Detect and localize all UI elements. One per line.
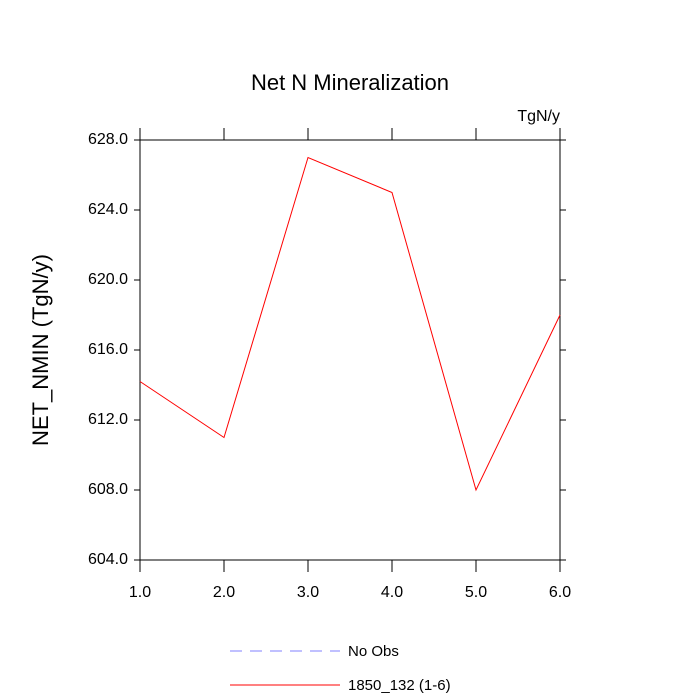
x-tick-label: 4.0 (381, 584, 403, 601)
x-tick-label: 1.0 (129, 584, 151, 601)
y-tick-label: 620.0 (88, 271, 128, 288)
plot-frame (139, 139, 561, 561)
legend-label: No Obs (348, 643, 399, 660)
x-tick-label: 2.0 (213, 584, 235, 601)
y-tick-label: 616.0 (88, 341, 128, 358)
x-tick-label: 3.0 (297, 584, 319, 601)
units-label: TgN/y (517, 108, 560, 125)
y-tick-label: 628.0 (88, 131, 128, 148)
y-tick-label: 624.0 (88, 201, 128, 218)
chart-title: Net N Mineralization (251, 70, 449, 95)
y-tick-label: 612.0 (88, 411, 128, 428)
y-tick-label: 604.0 (88, 551, 128, 568)
x-tick-label: 6.0 (549, 584, 571, 601)
series-line (139, 156, 561, 492)
y-axis-label: NET_NMIN (TgN/y) (28, 254, 53, 446)
legend-label: 1850_132 (1-6) (348, 677, 451, 694)
x-tick-label: 5.0 (465, 584, 487, 601)
y-tick-label: 608.0 (88, 481, 128, 498)
